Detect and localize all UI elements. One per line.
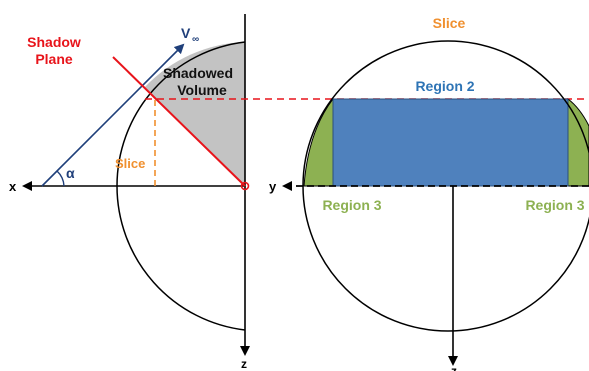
angle-label: α bbox=[66, 165, 75, 181]
region3-right-label: Region 3 bbox=[525, 197, 584, 213]
right-slice-title: Slice bbox=[433, 15, 466, 31]
freestream-label: V bbox=[181, 25, 191, 41]
right-y-axis-label: y bbox=[269, 179, 277, 194]
left-z-axis-label: z bbox=[241, 357, 247, 371]
freestream-subscript: ∞ bbox=[192, 34, 199, 45]
freestream-vector bbox=[41, 43, 185, 187]
right-z-axis-label: z bbox=[451, 364, 457, 371]
region2-fill bbox=[332, 98, 569, 187]
angle-arc bbox=[56, 170, 65, 187]
shadowed-volume-label-line1: Shadowed bbox=[163, 65, 233, 81]
region3-right-fill bbox=[567, 97, 589, 187]
region2-label: Region 2 bbox=[415, 78, 474, 94]
shadowed-volume-region bbox=[145, 42, 245, 186]
shadowed-volume-label-line2: Volume bbox=[177, 82, 227, 98]
shadow-plane-line bbox=[112, 56, 246, 187]
region3-left-fill bbox=[303, 97, 334, 187]
left-slice-label: Slice bbox=[115, 156, 145, 171]
left-view: Shadow Plane V ∞ Shadowed Volume α Slice… bbox=[9, 14, 250, 371]
shadow-plane-origin-marker bbox=[240, 181, 250, 191]
left-x-axis-label: x bbox=[9, 179, 17, 194]
region3-left-label: Region 3 bbox=[322, 197, 381, 213]
shadow-plane-label-line2: Plane bbox=[35, 51, 73, 67]
right-view: Slice Region 2 Region 3 Region 3 y z bbox=[269, 15, 589, 371]
shadow-plane-label-line1: Shadow bbox=[27, 34, 81, 50]
